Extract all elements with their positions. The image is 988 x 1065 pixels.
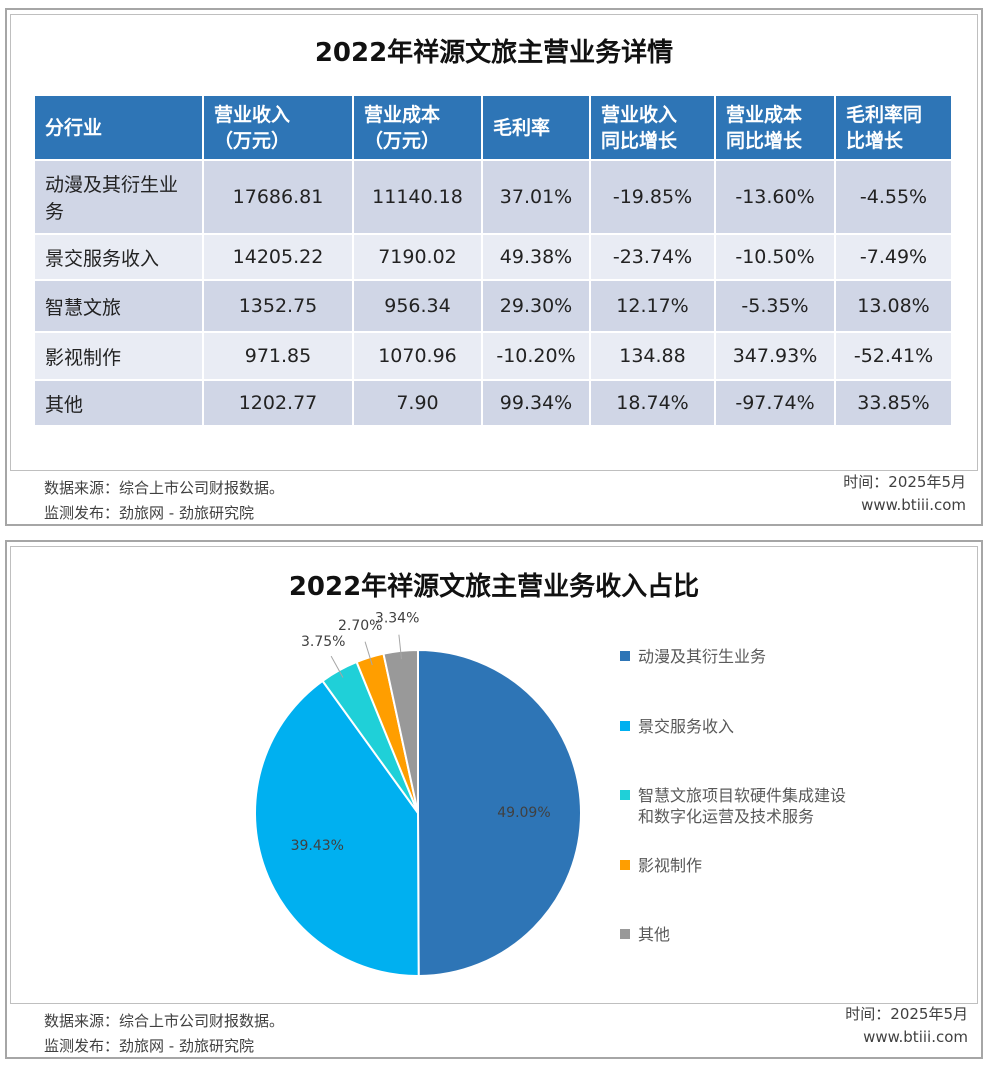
chart-title: 2022年祥源文旅主营业务收入占比 (288, 572, 700, 602)
table: 分行业 营业收入 （万元） 营业成本 （万元） 毛利率 营业收入 同比增长 营业成本 同比… (35, 96, 953, 425)
table-cell: 33.85% (835, 379, 953, 425)
table-cell: 7190.02 (353, 233, 483, 280)
table-cell: 12.17% (590, 279, 716, 332)
table-cell: -7.49% (835, 233, 953, 280)
pie-chart: 49.09% 39.43% 3.75%2.70%3.34% (254, 611, 583, 978)
header-cell: 毛利率同 比增长 (835, 96, 953, 160)
table-cell: 99.34% (482, 379, 591, 425)
source: 数据来源：综合上市公司财报数据。 (44, 479, 285, 497)
header-cell: 营业成本 同比增长 (715, 96, 836, 160)
table-cell: 其他 (35, 379, 204, 425)
pie-slice (417, 648, 583, 978)
table-cell: -23.74% (590, 233, 716, 280)
table-cell: 37.01% (482, 159, 591, 234)
data-label: 39.43% (291, 838, 344, 854)
table-title: 2022年祥源文旅主营业务详情 (314, 38, 674, 68)
table-cell: -19.85% (590, 159, 716, 234)
table-cell: 景交服务收入 (35, 233, 204, 280)
header-row: 分行业 营业收入 （万元） 营业成本 （万元） 毛利率 营业收入 同比增长 营业成本 同比… (35, 96, 953, 160)
table-cell: 18.74% (590, 379, 716, 425)
table-cell: 1202.77 (203, 379, 354, 425)
table-row: 影视制作 971.85 1070.96 -10.20% 134.88 347.93% -52… (35, 331, 953, 380)
table-cell: 7.90 (353, 379, 483, 425)
data-label: 3.75% (301, 634, 345, 650)
table-cell: 1070.96 (353, 331, 483, 380)
data-label: 49.09% (497, 805, 550, 821)
legend-label: 景交服务收入 (638, 716, 735, 736)
publisher: 监测发布：劲旅网 - 劲旅研究院 (44, 504, 254, 522)
table-cell: -52.41% (835, 331, 953, 380)
legend-swatch (620, 929, 630, 939)
table-row: 动漫及其衍生业务 17686.81 11140.18 37.01% -19.85% -13… (35, 159, 953, 234)
leader-line (364, 641, 373, 666)
publisher: 监测发布：劲旅网 - 劲旅研究院 (44, 1037, 254, 1055)
table-cell: 49.38% (482, 233, 591, 280)
legend-label: 影视制作 (638, 855, 703, 875)
site: www.btiii.com (863, 1028, 968, 1046)
table-cell: 动漫及其衍生业务 (35, 159, 204, 234)
pie-slice (254, 679, 420, 978)
time: 时间：2025年5月 (845, 1005, 968, 1023)
data-label: 3.34% (375, 611, 419, 627)
table-cell: 971.85 (203, 331, 354, 380)
legend-swatch (620, 651, 630, 661)
table-cell: 影视制作 (35, 331, 204, 380)
legend-label: 其他 (638, 925, 671, 944)
table-cell: 14205.22 (203, 233, 354, 280)
table-row: 智慧文旅 1352.75 956.34 29.30% 12.17% -5.35% 13.08… (35, 279, 953, 332)
leader-line (398, 634, 403, 660)
table-cell: 17686.81 (203, 159, 354, 234)
source: 数据来源：综合上市公司财报数据。 (44, 1012, 285, 1030)
legend-swatch (620, 720, 630, 731)
header-cell: 营业收入 同比增长 (590, 96, 716, 160)
table-frame (10, 14, 978, 471)
chart-panel (5, 540, 983, 1059)
leader-line (330, 655, 344, 678)
table-cell: -13.60% (715, 159, 836, 234)
table-cell: 134.88 (590, 331, 716, 380)
table-cell: -10.50% (715, 233, 836, 280)
legend-label: 动漫及其衍生业务 (638, 647, 767, 666)
legend-swatch (620, 790, 630, 800)
table-cell: 13.08% (835, 279, 953, 332)
table-row: 景交服务收入 14205.22 7190.02 49.38% -23.74% -10.50… (35, 233, 953, 280)
site: www.btiii.com (861, 496, 966, 514)
table-cell: -10.20% (482, 331, 591, 380)
table-cell: -5.35% (715, 279, 836, 332)
table-cell: -4.55% (835, 159, 953, 234)
table-cell: 1352.75 (203, 279, 354, 332)
table-panel (5, 8, 983, 526)
table-cell: 347.93% (715, 331, 836, 380)
header-cell: 分行业 (35, 96, 204, 160)
table-row: 其他 1202.77 7.90 99.34% 18.74% -97.74% 33.85% (35, 379, 953, 425)
table-cell: 956.34 (353, 279, 483, 332)
header-cell: 毛利率 (482, 96, 591, 160)
chart-frame (10, 546, 978, 1004)
table-cell: -97.74% (715, 379, 836, 425)
legend-swatch (620, 859, 630, 870)
table-cell: 11140.18 (353, 159, 483, 234)
header-cell: 营业成本 （万元） (353, 96, 483, 160)
legend-label: 智慧文旅项目软硬件集成建设和数字化运营及技术服务 (638, 786, 847, 826)
time: 时间：2025年5月 (843, 473, 966, 491)
table-cell: 29.30% (482, 279, 591, 332)
header-cell: 营业收入 （万元） (203, 96, 354, 160)
data-label: 2.70% (338, 618, 382, 634)
table-cell: 智慧文旅 (35, 279, 204, 332)
